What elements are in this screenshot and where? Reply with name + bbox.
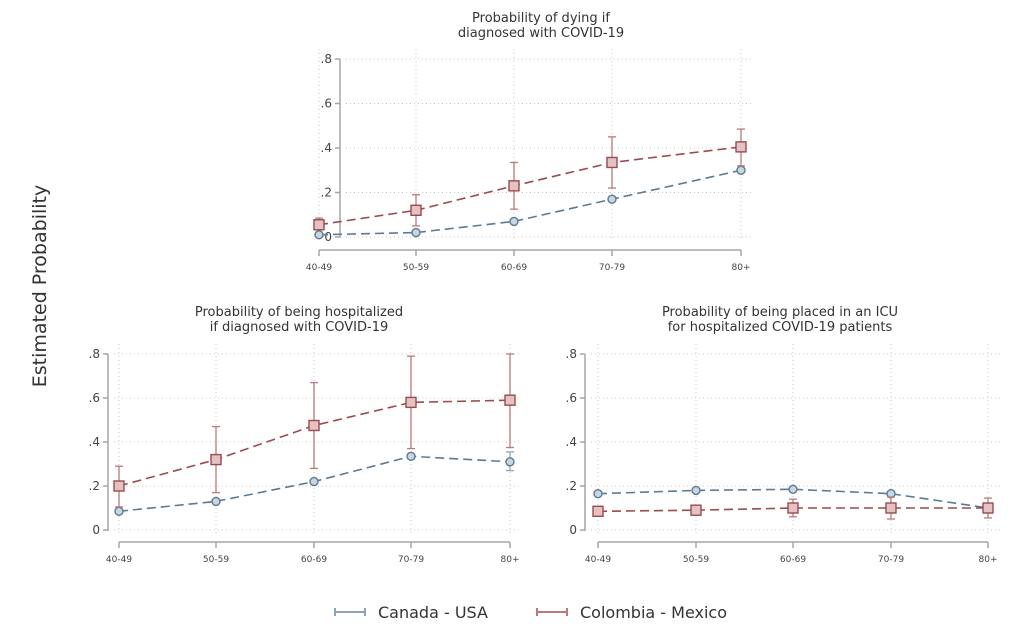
data-point-circle [788, 484, 798, 494]
y-tick-label: .6 [566, 391, 577, 405]
x-tick-label: 40-49 [585, 555, 611, 565]
data-point-circle [593, 489, 603, 499]
y-tick-label: .6 [89, 391, 100, 405]
series-line [318, 146, 742, 226]
x-tick-label: 80+ [501, 555, 520, 565]
data-point-circle [691, 485, 701, 496]
data-point-square [410, 204, 422, 217]
x-tick-label: 50-59 [203, 555, 229, 565]
data-point-circle [411, 227, 421, 238]
x-tick-label: 80+ [732, 263, 751, 273]
data-point-circle [505, 457, 515, 467]
series-colombia-mexico [592, 496, 994, 520]
panel-title-line: if diagnosed with COVID-19 [210, 320, 389, 335]
legend-item-canada-usa[interactable]: Canada - USA [334, 603, 488, 622]
data-point-square [787, 502, 799, 514]
series-colombia-mexico [313, 128, 747, 231]
data-point-circle [406, 451, 416, 461]
series-line [597, 507, 988, 513]
series-line [597, 488, 989, 509]
x-tick-label: 60-69 [501, 263, 527, 273]
data-point-square [606, 156, 618, 169]
data-point-square [508, 180, 520, 192]
y-tick-label: .2 [321, 186, 332, 200]
data-point-square [113, 480, 125, 492]
panel-title-line: Probability of being hospitalized [195, 305, 403, 320]
data-point-square [210, 453, 222, 466]
y-tick-label: .8 [566, 347, 577, 361]
y-tick-label: 0 [92, 523, 100, 537]
series-colombia-mexico [113, 353, 516, 508]
panel-icu: Probability of being placed in an ICUfor… [566, 305, 1000, 565]
panel-title-line: Probability of dying if [472, 11, 610, 26]
y-tick-label: .2 [566, 479, 577, 493]
data-point-square [313, 219, 325, 231]
data-point-circle [114, 506, 124, 516]
data-point-circle [607, 194, 617, 204]
x-tick-label: 70-79 [398, 555, 424, 565]
data-point-square [405, 396, 417, 409]
x-tick-label: 50-59 [683, 555, 709, 565]
panel-title-line: diagnosed with COVID-19 [458, 26, 624, 41]
data-point-circle [314, 230, 324, 240]
x-tick-label: 50-59 [403, 263, 429, 273]
legend: Canada - USA Colombia - Mexico [334, 603, 727, 622]
y-tick-label: .8 [321, 52, 332, 66]
series-canada-usa [314, 165, 746, 240]
y-tick-label: 0 [324, 230, 332, 244]
legend-item-colombia-mexico[interactable]: Colombia - Mexico [536, 603, 727, 622]
legend-label-colombia-mexico: Colombia - Mexico [580, 603, 727, 622]
y-tick-label: .4 [566, 435, 577, 449]
x-tick-label: 40-49 [106, 555, 132, 565]
series-canada-usa [114, 451, 515, 516]
data-point-square [735, 141, 747, 153]
data-point-circle [211, 496, 221, 507]
x-tick-label: 60-69 [301, 555, 327, 565]
data-point-square [885, 502, 897, 514]
panel-title-line: for hospitalized COVID-19 patients [668, 320, 893, 335]
y-tick-label: .2 [89, 479, 100, 493]
x-tick-label: 60-69 [780, 555, 806, 565]
y-tick-label: .8 [89, 347, 100, 361]
x-tick-label: 70-79 [878, 555, 904, 565]
data-point-square [690, 504, 702, 516]
y-tick-label: 0 [569, 523, 577, 537]
series-line [318, 169, 742, 236]
y-axis-label: Estimated Probability [29, 185, 51, 387]
data-point-circle [309, 476, 319, 487]
data-point-circle [509, 216, 519, 227]
y-tick-label: .6 [321, 97, 332, 111]
data-point-square [308, 419, 320, 432]
y-tick-label: .4 [89, 435, 100, 449]
legend-label-canada-usa: Canada - USA [378, 603, 488, 622]
data-point-square [592, 505, 604, 517]
panel-title-line: Probability of being placed in an ICU [662, 305, 898, 320]
x-tick-label: 80+ [979, 555, 998, 565]
x-tick-label: 40-49 [306, 263, 332, 273]
data-point-circle [736, 165, 746, 175]
data-point-square [982, 502, 994, 514]
data-point-square [504, 394, 516, 406]
x-tick-label: 70-79 [599, 263, 625, 273]
y-tick-label: .4 [321, 141, 332, 155]
